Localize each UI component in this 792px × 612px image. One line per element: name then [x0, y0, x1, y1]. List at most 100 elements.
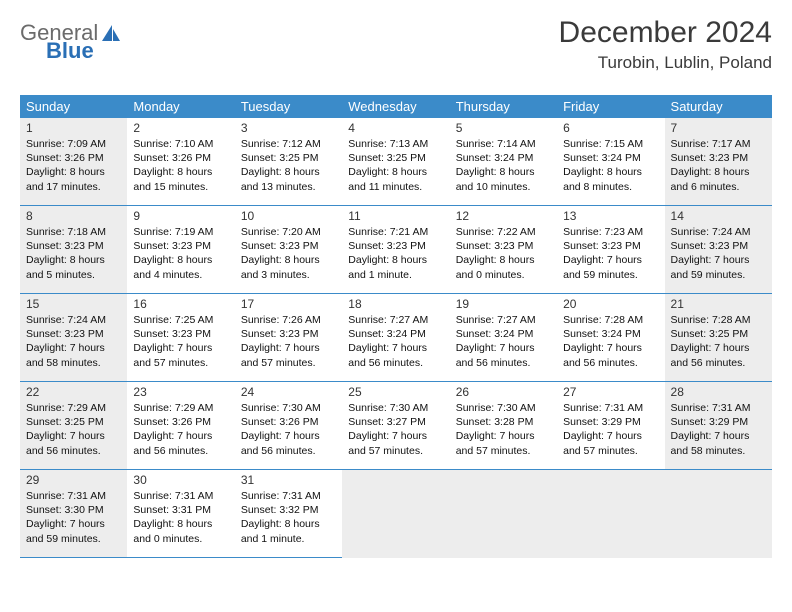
day-details: Sunrise: 7:12 AMSunset: 3:25 PMDaylight:… [241, 137, 336, 194]
sunset-text: Sunset: 3:32 PM [241, 503, 336, 517]
sunset-text: Sunset: 3:23 PM [133, 327, 228, 341]
sunset-text: Sunset: 3:25 PM [348, 151, 443, 165]
calendar-week-row: 1Sunrise: 7:09 AMSunset: 3:26 PMDaylight… [20, 118, 772, 206]
day-details: Sunrise: 7:27 AMSunset: 3:24 PMDaylight:… [348, 313, 443, 370]
calendar-day-cell: 5Sunrise: 7:14 AMSunset: 3:24 PMDaylight… [450, 118, 557, 206]
sunrise-text: Sunrise: 7:30 AM [348, 401, 443, 415]
daylight-text: Daylight: 7 hours and 57 minutes. [133, 341, 228, 369]
day-number: 19 [456, 297, 551, 311]
header: General December 2024 Turobin, Lublin, P… [20, 16, 772, 73]
calendar-week-row: 22Sunrise: 7:29 AMSunset: 3:25 PMDayligh… [20, 382, 772, 470]
day-number: 27 [563, 385, 658, 399]
calendar-day-cell: 2Sunrise: 7:10 AMSunset: 3:26 PMDaylight… [127, 118, 234, 206]
calendar-day-cell: 19 Sunrise: 7:27 AMSunset: 3:24 PMDayligh… [450, 294, 557, 382]
daylight-text: Daylight: 8 hours and 1 minute. [348, 253, 443, 281]
calendar-day-cell: 23Sunrise: 7:29 AMSunset: 3:26 PMDayligh… [127, 382, 234, 470]
daylight-text: Daylight: 8 hours and 3 minutes. [241, 253, 336, 281]
sunrise-text: Sunrise: 7:31 AM [241, 489, 336, 503]
sunrise-text: Sunrise: 7:27 AM [456, 313, 551, 327]
day-details: Sunrise: 7:31 AMSunset: 3:29 PMDaylight:… [563, 401, 658, 458]
sunrise-text: Sunrise: 7:15 AM [563, 137, 658, 151]
sunrise-text: Sunrise: 7:26 AM [241, 313, 336, 327]
day-details: Sunrise: 7:26 AMSunset: 3:23 PMDaylight:… [241, 313, 336, 370]
day-number: 12 [456, 209, 551, 223]
day-number: 29 [26, 473, 121, 487]
day-number: 13 [563, 209, 658, 223]
sunrise-text: Sunrise: 7:29 AM [133, 401, 228, 415]
calendar-page: General December 2024 Turobin, Lublin, P… [0, 0, 792, 612]
sunset-text: Sunset: 3:26 PM [241, 415, 336, 429]
day-number: 14 [671, 209, 766, 223]
weekday-head: Sunday [20, 95, 127, 118]
daylight-text: Daylight: 8 hours and 1 minute. [241, 517, 336, 545]
day-details: Sunrise: 7:10 AMSunset: 3:26 PMDaylight:… [133, 137, 228, 194]
day-number: 5 [456, 121, 551, 135]
sunrise-text: Sunrise: 7:20 AM [241, 225, 336, 239]
sunrise-text: Sunrise: 7:31 AM [563, 401, 658, 415]
daylight-text: Daylight: 8 hours and 10 minutes. [456, 165, 551, 193]
title-block: December 2024 Turobin, Lublin, Poland [559, 16, 772, 73]
calendar-day-cell: 3 Sunrise: 7:12 AMSunset: 3:25 PMDaylight… [235, 118, 342, 206]
day-details: Sunrise: 7:31 AMSunset: 3:29 PMDaylight:… [671, 401, 766, 458]
daylight-text: Daylight: 7 hours and 58 minutes. [671, 429, 766, 457]
day-number: 18 [348, 297, 443, 311]
day-number: 15 [26, 297, 121, 311]
day-details: Sunrise: 7:21 AMSunset: 3:23 PMDaylight:… [348, 225, 443, 282]
calendar-day-cell [450, 470, 557, 558]
day-details: Sunrise: 7:28 AMSunset: 3:24 PMDaylight:… [563, 313, 658, 370]
day-number: 7 [671, 121, 766, 135]
daylight-text: Daylight: 8 hours and 0 minutes. [133, 517, 228, 545]
sunset-text: Sunset: 3:23 PM [133, 239, 228, 253]
day-details: Sunrise: 7:20 AMSunset: 3:23 PMDaylight:… [241, 225, 336, 282]
sunset-text: Sunset: 3:26 PM [26, 151, 121, 165]
weekday-head: Saturday [665, 95, 772, 118]
day-number: 9 [133, 209, 228, 223]
sail-icon [100, 23, 122, 43]
sunrise-text: Sunrise: 7:14 AM [456, 137, 551, 151]
sunset-text: Sunset: 3:30 PM [26, 503, 121, 517]
sunset-text: Sunset: 3:23 PM [348, 239, 443, 253]
sunset-text: Sunset: 3:23 PM [241, 239, 336, 253]
day-details: Sunrise: 7:27 AMSunset: 3:24 PMDaylight:… [456, 313, 551, 370]
sunset-text: Sunset: 3:24 PM [563, 327, 658, 341]
sunset-text: Sunset: 3:24 PM [348, 327, 443, 341]
sunset-text: Sunset: 3:28 PM [456, 415, 551, 429]
calendar-table: Sunday Monday Tuesday Wednesday Thursday… [20, 95, 772, 558]
calendar-day-cell: 8Sunrise: 7:18 AMSunset: 3:23 PMDaylight… [20, 206, 127, 294]
day-details: Sunrise: 7:18 AMSunset: 3:23 PMDaylight:… [26, 225, 121, 282]
daylight-text: Daylight: 7 hours and 59 minutes. [26, 517, 121, 545]
day-number: 3 [241, 121, 336, 135]
day-details: Sunrise: 7:13 AMSunset: 3:25 PMDaylight:… [348, 137, 443, 194]
daylight-text: Daylight: 7 hours and 57 minutes. [563, 429, 658, 457]
sunrise-text: Sunrise: 7:30 AM [241, 401, 336, 415]
calendar-day-cell: 28Sunrise: 7:31 AMSunset: 3:29 PMDayligh… [665, 382, 772, 470]
day-number: 22 [26, 385, 121, 399]
daylight-text: Daylight: 7 hours and 56 minutes. [348, 341, 443, 369]
daylight-text: Daylight: 8 hours and 5 minutes. [26, 253, 121, 281]
calendar-day-cell: 25Sunrise: 7:30 AMSunset: 3:27 PMDayligh… [342, 382, 449, 470]
sunrise-text: Sunrise: 7:29 AM [26, 401, 121, 415]
calendar-day-cell: 26Sunrise: 7:30 AMSunset: 3:28 PMDayligh… [450, 382, 557, 470]
day-details: Sunrise: 7:17 AMSunset: 3:23 PMDaylight:… [671, 137, 766, 194]
calendar-day-cell: 6Sunrise: 7:15 AMSunset: 3:24 PMDaylight… [557, 118, 664, 206]
sunrise-text: Sunrise: 7:19 AM [133, 225, 228, 239]
sunset-text: Sunset: 3:23 PM [241, 327, 336, 341]
weekday-head: Thursday [450, 95, 557, 118]
sunset-text: Sunset: 3:26 PM [133, 415, 228, 429]
calendar-day-cell: 13Sunrise: 7:23 AMSunset: 3:23 PMDayligh… [557, 206, 664, 294]
day-details: Sunrise: 7:30 AMSunset: 3:27 PMDaylight:… [348, 401, 443, 458]
daylight-text: Daylight: 7 hours and 56 minutes. [671, 341, 766, 369]
daylight-text: Daylight: 7 hours and 56 minutes. [563, 341, 658, 369]
sunrise-text: Sunrise: 7:31 AM [26, 489, 121, 503]
calendar-day-cell: 9Sunrise: 7:19 AMSunset: 3:23 PMDaylight… [127, 206, 234, 294]
sunrise-text: Sunrise: 7:31 AM [671, 401, 766, 415]
calendar-day-cell: 21Sunrise: 7:28 AMSunset: 3:25 PMDayligh… [665, 294, 772, 382]
sunset-text: Sunset: 3:24 PM [563, 151, 658, 165]
day-details: Sunrise: 7:24 AMSunset: 3:23 PMDaylight:… [26, 313, 121, 370]
calendar-head: Sunday Monday Tuesday Wednesday Thursday… [20, 95, 772, 118]
brand-part2: Blue [46, 38, 94, 63]
daylight-text: Daylight: 7 hours and 56 minutes. [26, 429, 121, 457]
calendar-day-cell [557, 470, 664, 558]
sunrise-text: Sunrise: 7:22 AM [456, 225, 551, 239]
brand-part2-wrap: Blue [46, 38, 94, 64]
